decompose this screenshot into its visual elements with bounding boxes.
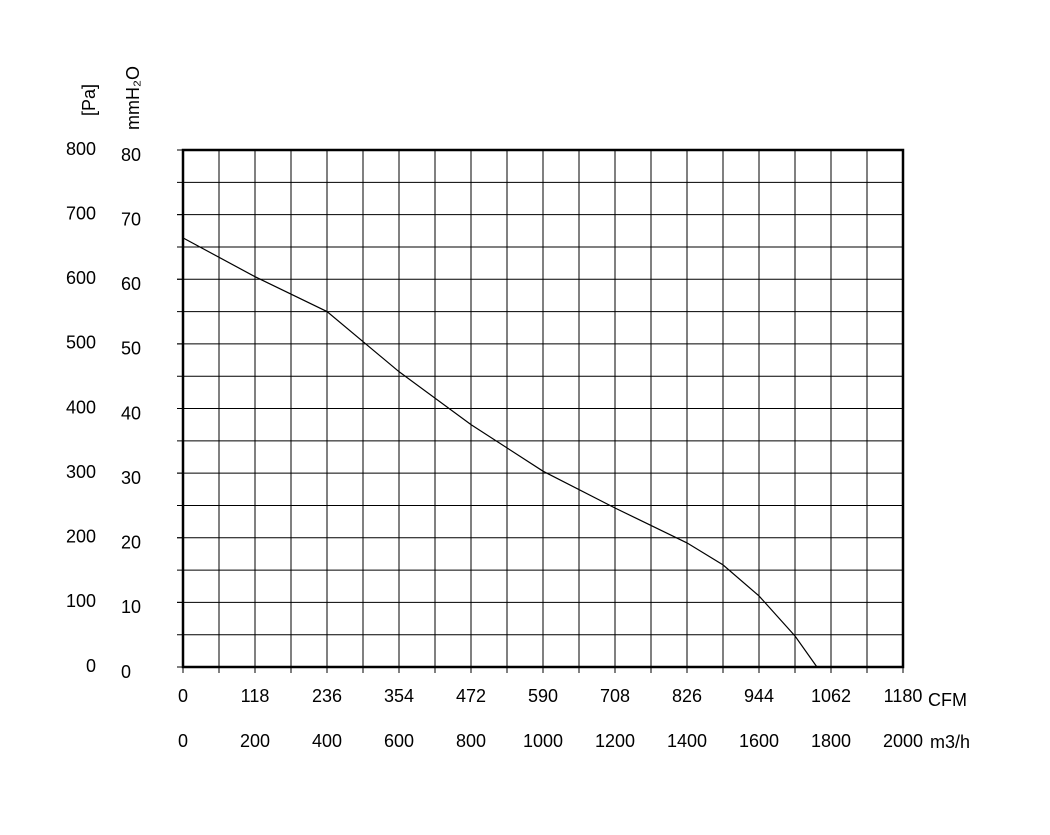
x2-tick-label: 354 <box>384 686 414 706</box>
x2-tick-label: 826 <box>672 686 702 706</box>
x-tick-label: 400 <box>312 731 342 751</box>
x-tick-label: 1800 <box>811 731 851 751</box>
x-tick-label: 2000 <box>883 731 923 751</box>
x2-tick-label: 118 <box>241 686 270 706</box>
y-axis-label: [Pa] <box>79 84 99 116</box>
y-tick-label: 700 <box>66 203 96 223</box>
x2-tick-label: 0 <box>178 686 188 706</box>
y2-tick-label: 60 <box>121 274 141 294</box>
y2-tick-label: 50 <box>121 339 141 359</box>
x-tick-label: 1400 <box>667 731 707 751</box>
x2-tick-label: 1062 <box>811 686 851 706</box>
y2-tick-label: 10 <box>121 597 141 617</box>
x-tick-label: 0 <box>178 731 188 751</box>
x2-tick-label: 1180 <box>884 686 923 706</box>
y-tick-label: 400 <box>66 397 96 417</box>
y2-tick-label: 0 <box>121 662 131 682</box>
plot-frame <box>181 148 905 669</box>
y-tick-label: 100 <box>66 591 96 611</box>
y-tick-label: 800 <box>66 139 96 159</box>
y2-tick-label: 30 <box>121 468 141 488</box>
y2-axis-label: mmH₂O <box>123 66 143 130</box>
y2-tick-label: 80 <box>121 145 141 165</box>
x2-axis-label: CFM <box>928 690 967 710</box>
x-tick-label: 200 <box>240 731 270 751</box>
y-tick-label: 200 <box>66 527 96 547</box>
x2-tick-label: 472 <box>456 686 486 706</box>
y2-tick-label: 40 <box>121 403 141 423</box>
y-tick-label: 500 <box>66 333 96 353</box>
y2-tick-label: 20 <box>121 533 141 553</box>
x2-tick-label: 944 <box>744 686 774 706</box>
y-tick-label: 0 <box>86 656 96 676</box>
x-tick-label: 1600 <box>739 731 779 751</box>
x-axis-label: m3/h <box>930 732 970 752</box>
data-line <box>182 237 818 668</box>
x2-tick-label: 708 <box>600 686 630 706</box>
y2-tick-label: 70 <box>121 209 141 229</box>
x-tick-label: 1200 <box>595 731 635 751</box>
y-tick-label: 600 <box>66 268 96 288</box>
x-tick-label: 800 <box>456 731 486 751</box>
y-tick-label: 300 <box>66 462 96 482</box>
x-tick-label: 1000 <box>523 731 563 751</box>
x-tick-label: 600 <box>384 731 414 751</box>
x2-tick-label: 590 <box>528 686 558 706</box>
x2-tick-label: 236 <box>312 686 342 706</box>
